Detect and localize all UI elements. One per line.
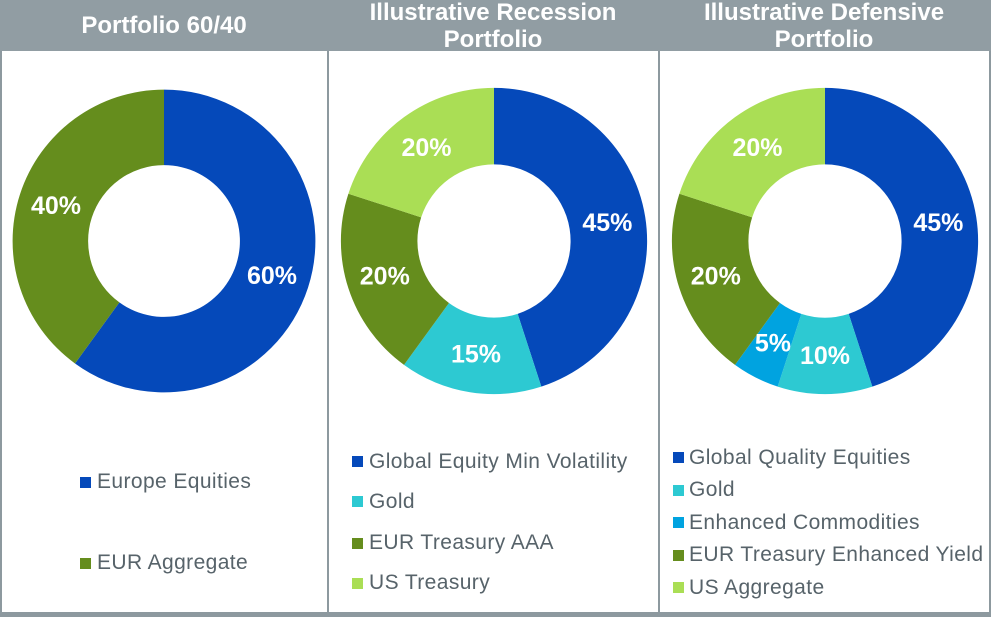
svg-text:45%: 45% xyxy=(582,209,632,237)
svg-text:45%: 45% xyxy=(913,209,963,237)
svg-text:15%: 15% xyxy=(451,341,501,369)
svg-text:20%: 20% xyxy=(401,134,451,162)
svg-text:20%: 20% xyxy=(359,263,409,291)
svg-text:20%: 20% xyxy=(732,134,782,162)
svg-text:5%: 5% xyxy=(755,330,791,358)
svg-text:10%: 10% xyxy=(800,342,850,370)
svg-text:20%: 20% xyxy=(691,263,741,291)
svg-text:60%: 60% xyxy=(247,262,297,290)
svg-text:40%: 40% xyxy=(31,192,81,220)
